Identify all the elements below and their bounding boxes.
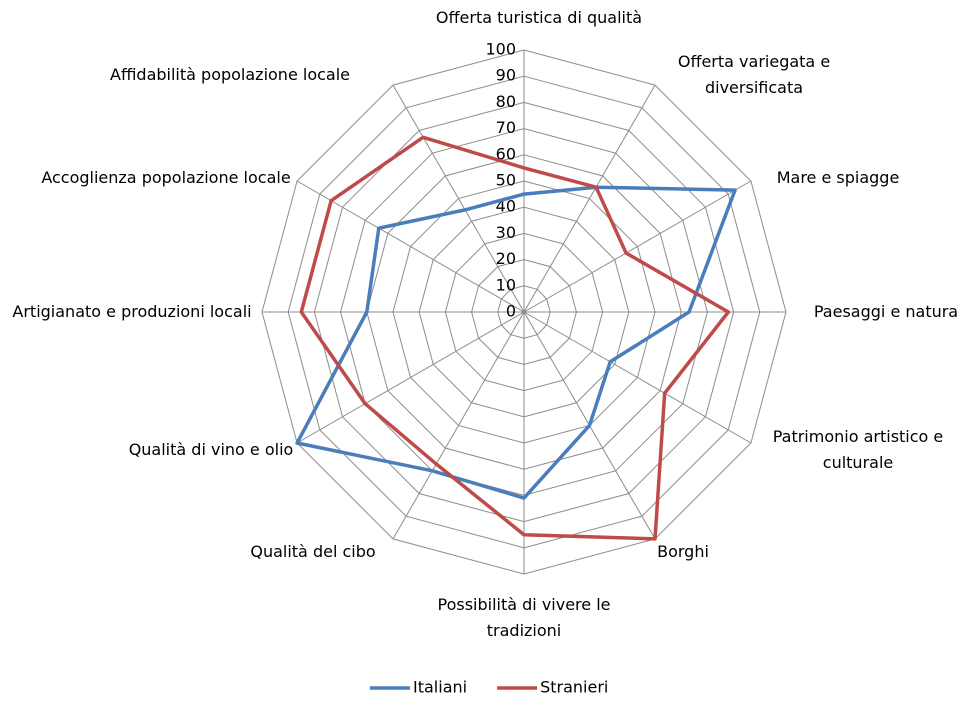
r-tick-label: 0 xyxy=(506,302,516,321)
r-tick-label: 30 xyxy=(496,223,516,242)
spoke xyxy=(523,180,752,313)
spoke xyxy=(296,311,525,444)
category-label: Accoglienza popolazione locale xyxy=(41,168,291,187)
spoke xyxy=(296,180,525,313)
category-label: Borghi xyxy=(657,542,709,561)
r-tick-label: 80 xyxy=(496,92,516,111)
category-label: Affidabilità popolazione locale xyxy=(110,65,350,84)
spoke xyxy=(523,84,656,313)
category-label: Artigianato e produzioni locali xyxy=(12,302,252,321)
legend-label: Stranieri xyxy=(540,678,608,697)
category-label: Mare e spiagge xyxy=(776,168,900,187)
series-line xyxy=(299,135,731,541)
r-tick-label: 60 xyxy=(496,144,516,163)
spoke xyxy=(523,311,752,444)
category-label: Patrimonio artistico e culturale xyxy=(772,427,944,472)
category-label: Offerta variegata e diversificata xyxy=(677,52,831,97)
r-tick-label: 10 xyxy=(496,275,516,294)
r-tick-label: 90 xyxy=(496,66,516,85)
category-label: Paesaggi e natura xyxy=(813,302,959,321)
spoke xyxy=(392,84,525,313)
spoke xyxy=(392,311,525,540)
r-tick-label: 50 xyxy=(496,171,516,190)
category-label: Possibilità di vivere le tradizioni xyxy=(437,595,611,640)
category-label: Qualità di vino e olio xyxy=(128,440,294,459)
r-tick-label: 70 xyxy=(496,118,516,137)
category-label: Offerta turistica di qualità xyxy=(435,8,643,27)
r-tick-label: 20 xyxy=(496,249,516,268)
series-line xyxy=(295,185,737,500)
r-tick-label: 100 xyxy=(485,40,516,59)
legend-label: Italiani xyxy=(413,678,467,697)
category-label: Qualità del cibo xyxy=(250,542,376,561)
